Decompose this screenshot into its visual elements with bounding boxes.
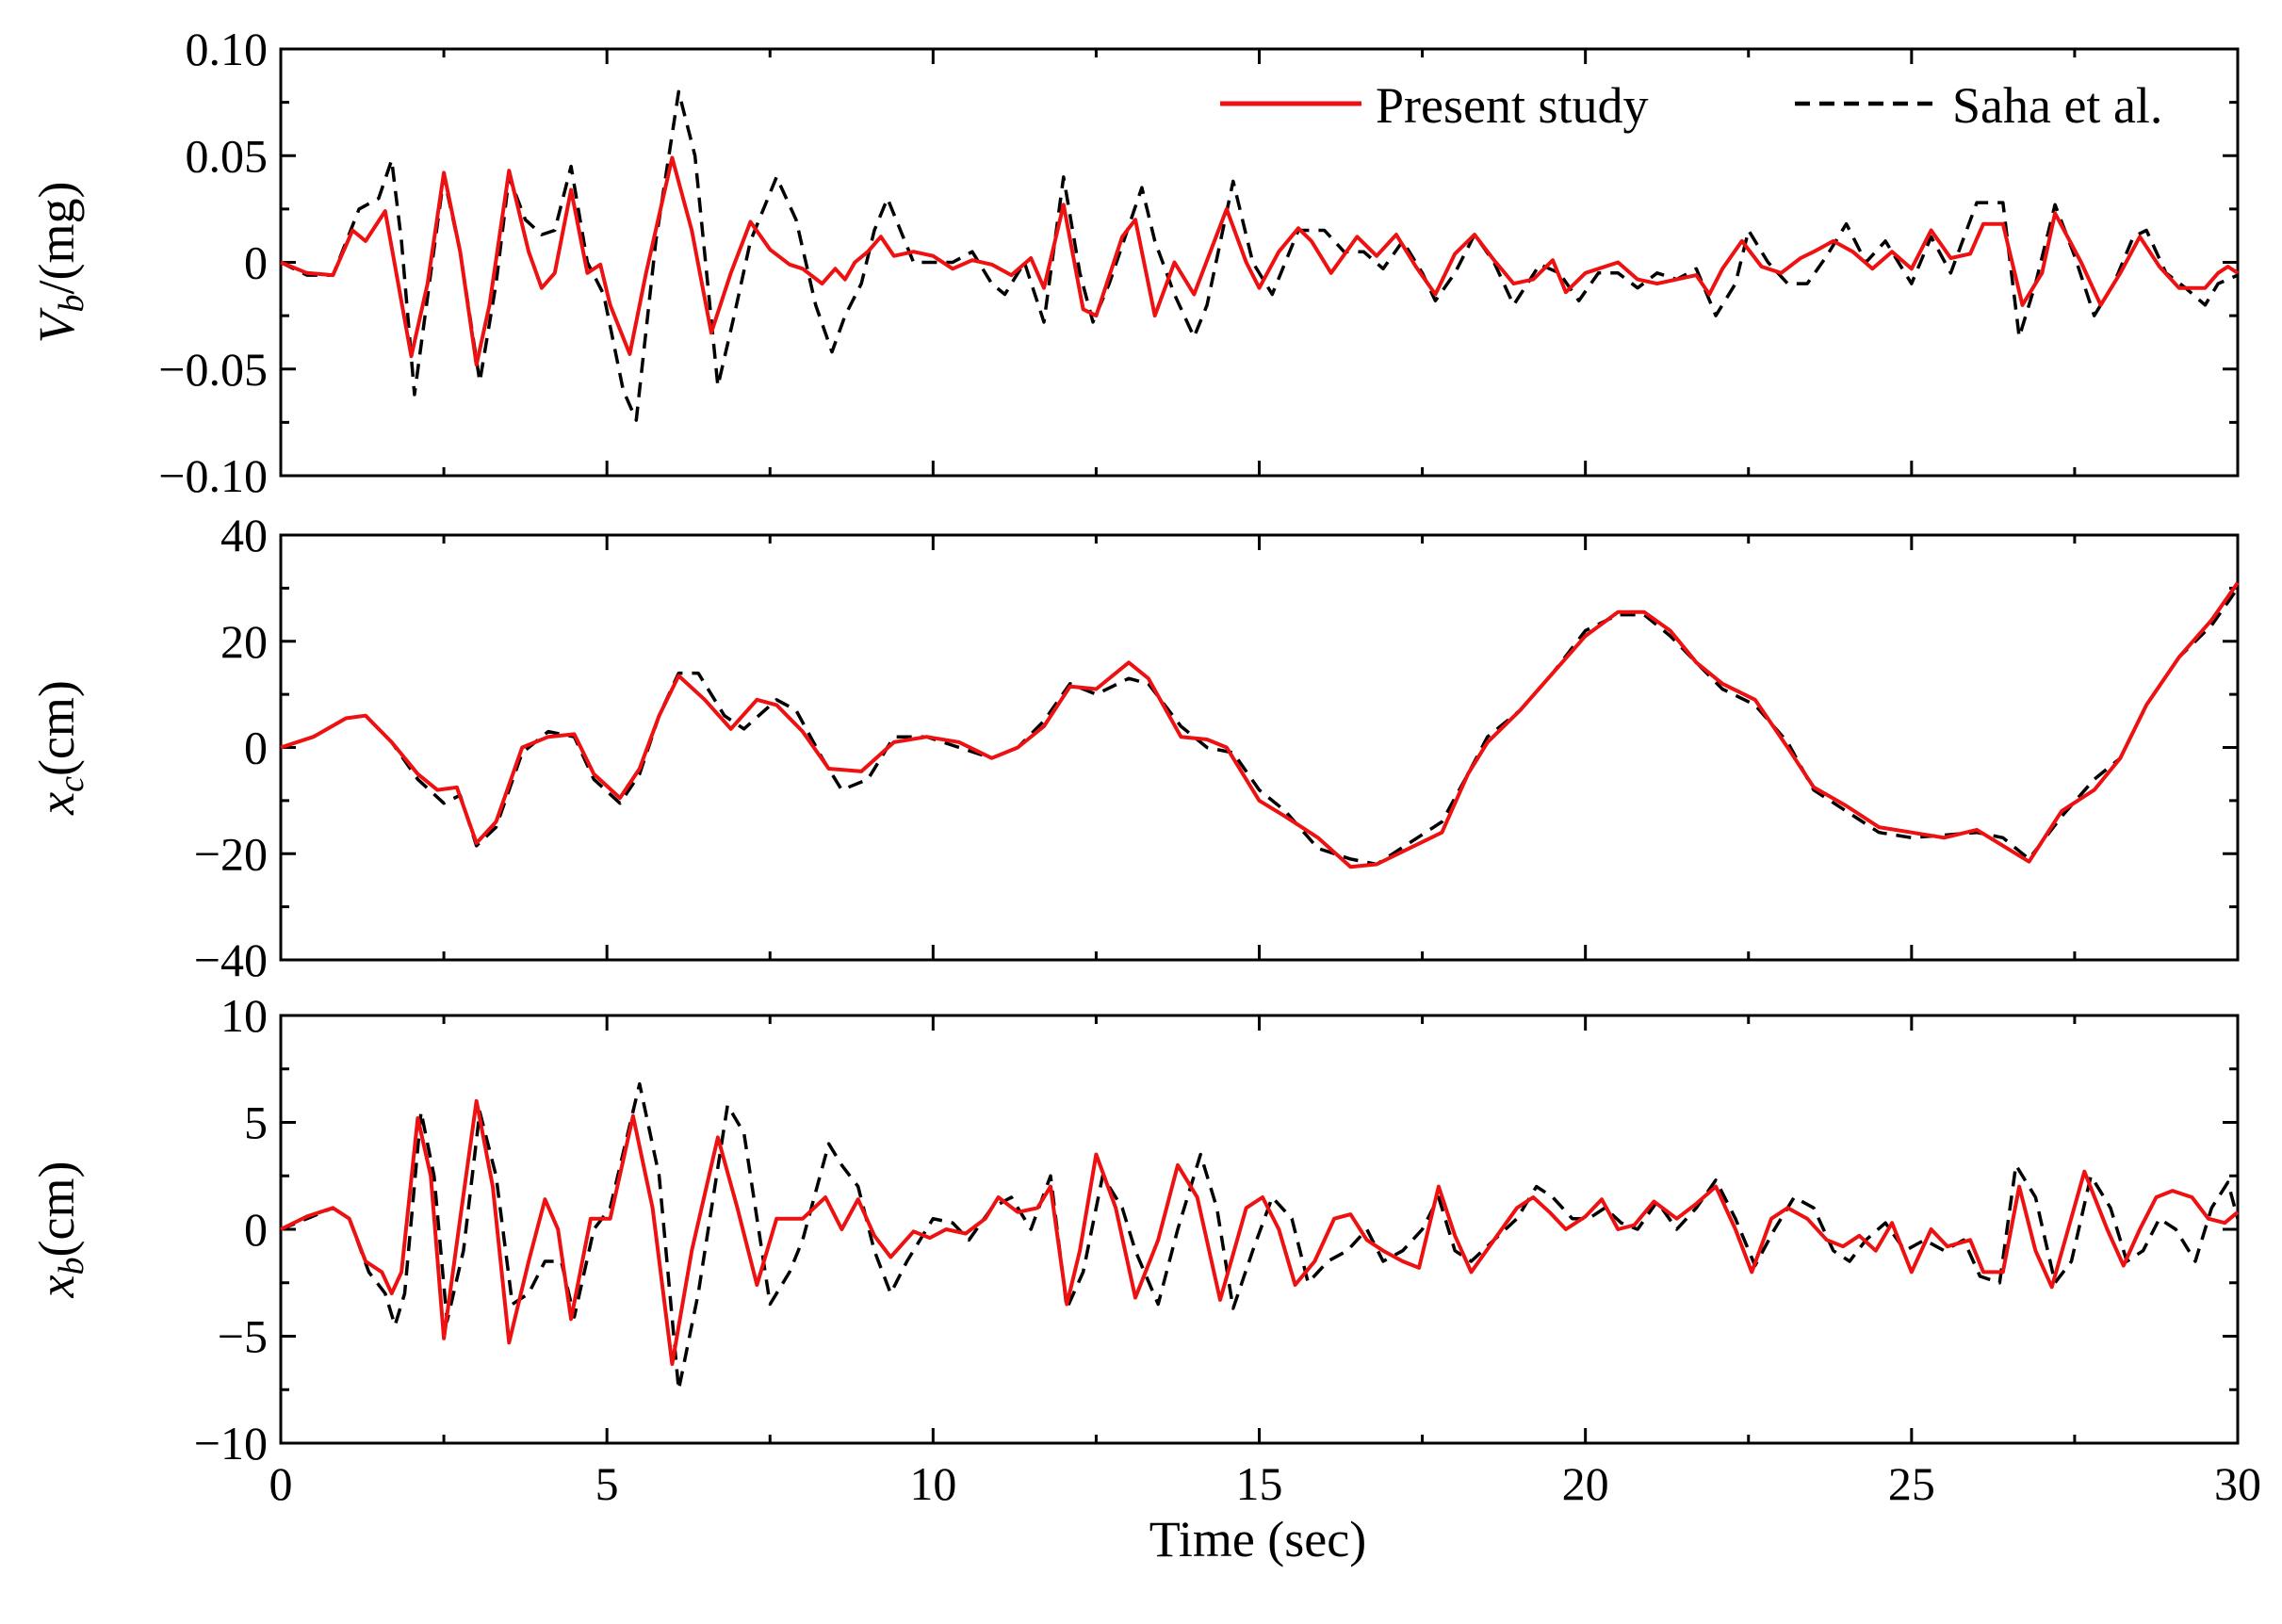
x-tick-label: 20 bbox=[1562, 1457, 1609, 1510]
legend-label-present: Present study bbox=[1376, 77, 1649, 134]
y-title-unit: (cm) bbox=[28, 1161, 85, 1258]
y-axis-title: xc(cm) bbox=[28, 680, 91, 816]
series-line-present-study bbox=[280, 1098, 2240, 1366]
y-tick-label: 0.10 bbox=[186, 23, 269, 75]
y-title-subscript: b bbox=[52, 294, 91, 312]
y-tick-label: −20 bbox=[194, 827, 268, 880]
series-line-present-study bbox=[280, 155, 2240, 367]
y-tick-label: −40 bbox=[194, 934, 268, 986]
y-tick-label: −0.10 bbox=[158, 449, 268, 502]
plot-frame bbox=[279, 533, 2240, 962]
series-line-saha-et-al bbox=[280, 89, 2239, 422]
x-tick-label: 30 bbox=[2214, 1457, 2261, 1510]
y-tick-label: 40 bbox=[220, 509, 268, 561]
y-tick-label: 10 bbox=[220, 989, 268, 1042]
y-title-subscript: b bbox=[52, 1257, 91, 1275]
y-tick-label: 0 bbox=[244, 236, 268, 289]
legend-label-saha: Saha et al. bbox=[1952, 77, 2162, 134]
x-axis-title: Time (sec) bbox=[1149, 1511, 1366, 1567]
panel-base-shear: −0.10 −0.05 0 0.05 0.10 Vb/(mg) bbox=[28, 23, 2240, 502]
series-line-saha-et-al bbox=[280, 1081, 2240, 1392]
x-tick-label: 25 bbox=[1888, 1457, 1935, 1510]
y-title-unit: /(mg) bbox=[28, 182, 85, 295]
legend: Present study Saha et al. bbox=[1220, 77, 2162, 134]
series-line-saha-et-al bbox=[280, 587, 2240, 867]
y-title-symbol: x bbox=[28, 1275, 85, 1298]
y-title-symbol: x bbox=[28, 792, 85, 816]
y-title-unit: (cm) bbox=[28, 680, 85, 776]
y-tick-label: 0 bbox=[244, 722, 268, 774]
panel-isolator-displacement: −10 −5 0 5 10 xb(cm) bbox=[28, 989, 2240, 1470]
y-title-subscript: c bbox=[52, 776, 91, 792]
panel-superstructure-displacement: −40 −20 0 20 40 xc(cm) bbox=[28, 509, 2240, 986]
y-tick-label: 20 bbox=[220, 615, 268, 668]
y-tick-label: 0 bbox=[244, 1203, 268, 1256]
x-tick-label: 0 bbox=[269, 1457, 293, 1510]
y-tick-label: −5 bbox=[218, 1310, 268, 1363]
series-line-present-study bbox=[280, 581, 2240, 869]
y-axis-title: xb(cm) bbox=[28, 1161, 91, 1299]
x-tick-label: 5 bbox=[595, 1457, 619, 1510]
x-tick-label: 15 bbox=[1236, 1457, 1283, 1510]
y-tick-label: 0.05 bbox=[186, 129, 269, 182]
y-tick-label: −10 bbox=[194, 1417, 268, 1470]
y-tick-label: 5 bbox=[244, 1096, 268, 1149]
x-tick-label: 10 bbox=[909, 1457, 956, 1510]
panels: −0.10−0.0500.050.10Vb/(mg)−40−2002040xc(… bbox=[28, 23, 2261, 1510]
y-tick-label: −0.05 bbox=[158, 343, 268, 396]
y-axis-title: Vb/(mg) bbox=[28, 182, 91, 344]
y-title-symbol: V bbox=[28, 306, 85, 343]
